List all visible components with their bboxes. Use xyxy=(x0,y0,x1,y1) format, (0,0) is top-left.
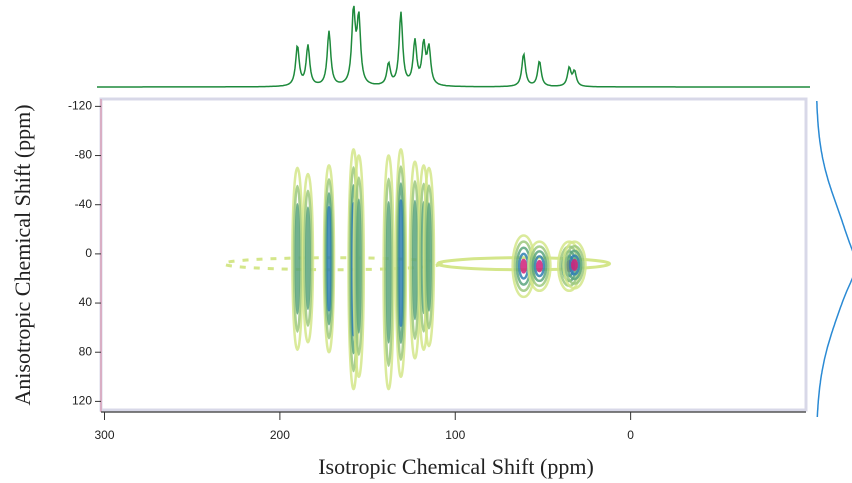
y-tick-label: 80 xyxy=(79,344,93,358)
peak-inner-contour xyxy=(384,177,394,367)
x-axis-label: Isotropic Chemical Shift (ppm) xyxy=(318,454,594,479)
peak-inner-contour xyxy=(326,206,332,312)
peak-inner-contour xyxy=(292,184,303,333)
peak-contour xyxy=(422,166,436,348)
peak-inner-contour xyxy=(533,255,546,278)
peak-inner-contour xyxy=(354,176,364,356)
side-projection xyxy=(816,100,852,418)
peak-inner-contour xyxy=(564,245,585,285)
peak-inner-contour xyxy=(531,250,548,283)
peak-contour xyxy=(527,240,552,293)
peak-inner-contour xyxy=(412,199,418,321)
y-axis-label: Anisotropic Chemical Shift (ppm) xyxy=(10,104,35,405)
peak-contour xyxy=(352,154,366,379)
x-tick-label: 100 xyxy=(445,428,465,442)
peak-inner-contour xyxy=(529,245,550,288)
y-tick-label: -120 xyxy=(68,99,92,113)
peak-contour xyxy=(562,240,587,290)
plot-frame xyxy=(99,97,808,412)
peak-inner-contour xyxy=(294,202,301,315)
peak-inner-contour xyxy=(424,184,434,330)
y-tick-label: 120 xyxy=(72,394,92,408)
peak-inner-contour xyxy=(355,198,362,334)
top-projection xyxy=(97,5,810,88)
x-tick-label: 200 xyxy=(270,428,290,442)
peak-inner-contour xyxy=(398,199,404,327)
peak-inner-contour xyxy=(426,202,432,312)
peak-inner-contour xyxy=(520,258,528,274)
peak-contour xyxy=(382,154,395,391)
x-tick-label: 300 xyxy=(94,428,114,442)
peak-contour xyxy=(301,172,315,344)
peak-inner-contour xyxy=(535,260,543,273)
y-tick-label: 40 xyxy=(79,295,93,309)
peak-inner-contour xyxy=(568,254,581,276)
y-tick-label: -80 xyxy=(75,148,93,162)
peak-inner-contour xyxy=(566,249,583,281)
peak-inner-contour xyxy=(305,206,311,310)
peak-inner-contour xyxy=(571,259,578,271)
y-tick-label: -40 xyxy=(75,197,93,211)
peak-inner-contour xyxy=(303,189,313,327)
x-tick-label: 0 xyxy=(627,428,634,442)
y-tick-label: 0 xyxy=(85,246,92,260)
peak-inner-contour xyxy=(385,201,392,344)
